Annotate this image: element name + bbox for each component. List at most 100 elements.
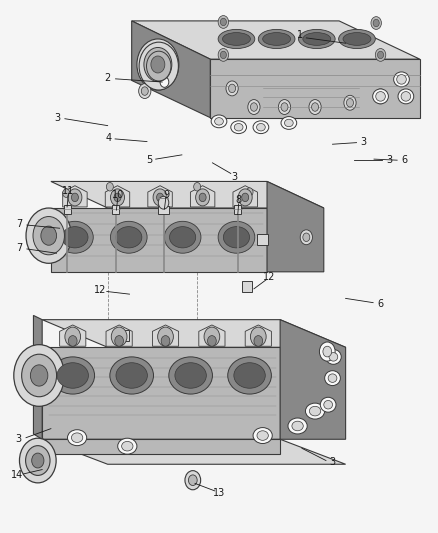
Polygon shape bbox=[51, 181, 324, 208]
Circle shape bbox=[161, 336, 170, 346]
Ellipse shape bbox=[231, 121, 247, 134]
Bar bbox=[64, 205, 71, 214]
Ellipse shape bbox=[67, 430, 87, 446]
Text: 5: 5 bbox=[146, 155, 152, 165]
Ellipse shape bbox=[175, 363, 206, 388]
Bar bbox=[234, 205, 241, 214]
Circle shape bbox=[220, 51, 226, 59]
Circle shape bbox=[229, 84, 236, 93]
Polygon shape bbox=[152, 325, 179, 346]
Circle shape bbox=[139, 42, 178, 90]
Text: 13: 13 bbox=[213, 489, 225, 498]
Ellipse shape bbox=[62, 227, 88, 248]
Bar bbox=[158, 206, 169, 214]
Polygon shape bbox=[199, 325, 225, 346]
Circle shape bbox=[151, 56, 165, 73]
Circle shape bbox=[251, 327, 266, 346]
Ellipse shape bbox=[325, 350, 341, 365]
Circle shape bbox=[218, 49, 229, 61]
Ellipse shape bbox=[343, 33, 371, 45]
Ellipse shape bbox=[305, 403, 325, 419]
Text: 12: 12 bbox=[263, 272, 276, 282]
Polygon shape bbox=[132, 21, 210, 118]
Ellipse shape bbox=[263, 33, 290, 45]
Polygon shape bbox=[233, 185, 258, 207]
Polygon shape bbox=[191, 185, 215, 207]
Circle shape bbox=[300, 230, 312, 245]
Text: 1: 1 bbox=[297, 30, 303, 41]
Circle shape bbox=[26, 208, 71, 263]
Ellipse shape bbox=[285, 119, 293, 127]
Ellipse shape bbox=[57, 221, 93, 253]
Circle shape bbox=[137, 39, 179, 90]
Text: 3: 3 bbox=[15, 434, 21, 445]
Ellipse shape bbox=[328, 374, 337, 382]
Text: 3: 3 bbox=[329, 457, 336, 467]
Bar bbox=[112, 205, 119, 214]
Text: 4: 4 bbox=[106, 133, 112, 143]
Circle shape bbox=[25, 446, 50, 475]
Circle shape bbox=[139, 84, 151, 99]
Polygon shape bbox=[267, 181, 324, 272]
Ellipse shape bbox=[401, 92, 411, 101]
Ellipse shape bbox=[228, 357, 272, 394]
Circle shape bbox=[114, 193, 121, 201]
Circle shape bbox=[158, 327, 173, 346]
Polygon shape bbox=[51, 208, 267, 272]
Bar bbox=[242, 281, 252, 292]
Circle shape bbox=[218, 15, 229, 28]
Ellipse shape bbox=[324, 400, 332, 409]
Circle shape bbox=[68, 189, 82, 206]
Circle shape bbox=[41, 226, 57, 245]
Circle shape bbox=[346, 99, 353, 107]
Polygon shape bbox=[106, 325, 132, 346]
Ellipse shape bbox=[373, 89, 389, 104]
Circle shape bbox=[141, 87, 148, 95]
Ellipse shape bbox=[223, 33, 251, 45]
Circle shape bbox=[208, 336, 216, 346]
Ellipse shape bbox=[218, 29, 255, 49]
Circle shape bbox=[248, 100, 260, 115]
Circle shape bbox=[371, 17, 381, 29]
Circle shape bbox=[204, 327, 220, 346]
Bar bbox=[258, 233, 268, 245]
Circle shape bbox=[188, 475, 197, 486]
Circle shape bbox=[32, 453, 44, 468]
Circle shape bbox=[373, 19, 379, 27]
Circle shape bbox=[378, 51, 384, 59]
Polygon shape bbox=[33, 316, 42, 439]
Ellipse shape bbox=[169, 357, 212, 394]
Ellipse shape bbox=[122, 441, 133, 451]
Ellipse shape bbox=[223, 227, 250, 248]
Ellipse shape bbox=[234, 363, 265, 388]
Circle shape bbox=[194, 182, 201, 191]
Ellipse shape bbox=[339, 29, 375, 49]
Text: 3: 3 bbox=[54, 112, 60, 123]
Circle shape bbox=[323, 346, 332, 357]
Ellipse shape bbox=[211, 115, 227, 128]
Circle shape bbox=[68, 336, 77, 346]
Bar bbox=[120, 330, 129, 341]
Circle shape bbox=[111, 327, 127, 346]
Circle shape bbox=[226, 81, 238, 96]
Polygon shape bbox=[60, 325, 86, 346]
Ellipse shape bbox=[257, 431, 268, 440]
Ellipse shape bbox=[57, 363, 88, 388]
Circle shape bbox=[251, 103, 258, 111]
Circle shape bbox=[106, 182, 113, 191]
Circle shape bbox=[14, 345, 64, 406]
Circle shape bbox=[63, 189, 70, 197]
Ellipse shape bbox=[320, 397, 336, 412]
Ellipse shape bbox=[118, 438, 137, 454]
Polygon shape bbox=[245, 325, 272, 346]
Circle shape bbox=[65, 327, 81, 346]
Circle shape bbox=[254, 336, 263, 346]
Circle shape bbox=[33, 216, 64, 255]
Ellipse shape bbox=[164, 221, 201, 253]
Ellipse shape bbox=[253, 427, 272, 443]
Text: 2: 2 bbox=[105, 73, 111, 83]
Ellipse shape bbox=[234, 124, 243, 131]
Circle shape bbox=[309, 100, 321, 115]
Polygon shape bbox=[105, 185, 130, 207]
Ellipse shape bbox=[288, 418, 307, 434]
